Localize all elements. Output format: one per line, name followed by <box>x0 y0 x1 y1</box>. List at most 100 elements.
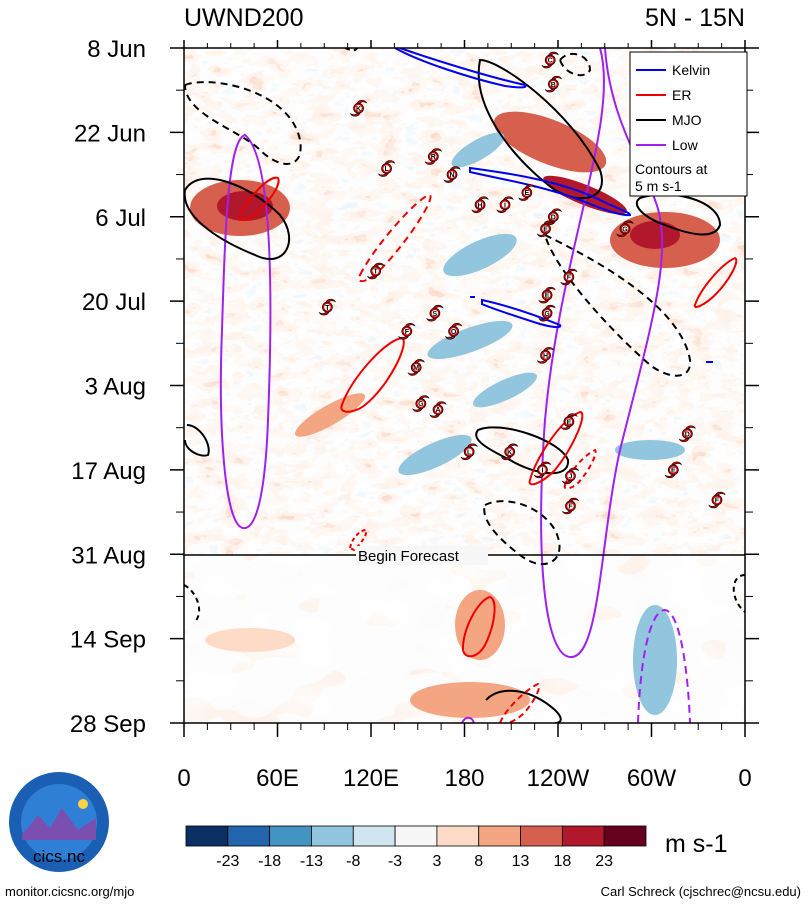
storm-marker: C <box>541 51 559 69</box>
colorbar-cell <box>352 825 396 847</box>
storm-marker: G <box>412 395 430 413</box>
storm-marker: K <box>349 99 368 117</box>
storm-letter: L <box>384 166 389 173</box>
storm-marker: O <box>445 322 463 340</box>
x-tick-label: 0 <box>738 765 751 792</box>
storm-marker: D <box>678 425 696 443</box>
colorbar-cell <box>227 825 271 847</box>
storm-letter: R <box>431 154 436 161</box>
anomaly-patch <box>398 434 472 476</box>
storm-letter: B <box>551 82 556 89</box>
chart-title-left: UWND200 <box>184 4 303 32</box>
anomaly-patch <box>493 111 607 173</box>
anomaly-patch <box>451 132 505 168</box>
mjo-contour-negative <box>732 574 745 613</box>
storm-letter: F <box>405 329 410 336</box>
storm-marker: L <box>460 443 478 461</box>
legend-box <box>629 51 748 197</box>
er-contour-forecast-negative <box>499 682 541 723</box>
storm-letter: M <box>413 365 419 372</box>
anomaly-patch <box>633 605 677 715</box>
forecast-label: Begin Forecast <box>358 548 460 565</box>
anomaly-patch <box>443 233 517 277</box>
mjo-contour-negative <box>544 234 692 377</box>
axis-layer: 0 60E 120E 180 120W 60W 0 8 Jun 22 Jun 6 Jul 20 Ju… <box>70 36 759 792</box>
storm-marker: H <box>471 196 489 214</box>
colorbar: -23 -18 -13 -8 -3 3 8 13 18 23 <box>185 825 647 870</box>
storm-letter: K <box>356 106 361 113</box>
colorbar-cell <box>478 825 521 847</box>
colorbar-tick-label: -8 <box>346 853 360 870</box>
storm-letter: E <box>524 190 529 197</box>
website-link[interactable]: monitor.cicsnc.org/mjo <box>5 884 135 899</box>
er-contour-forecast <box>461 595 496 658</box>
storm-letter: O <box>451 329 457 336</box>
legend-items: Kelvin ER MJO Low <box>636 62 710 153</box>
colorbar-cell <box>436 825 480 847</box>
y-tick-label: 8 Jun <box>87 36 146 63</box>
legend-label: MJO <box>672 112 702 128</box>
storm-marker: T <box>367 262 385 280</box>
storm-marker: H <box>536 346 555 364</box>
storm-marker: B <box>544 75 562 93</box>
colorbar-cell <box>520 825 563 847</box>
storm-marker: S <box>426 304 444 322</box>
er-contour <box>528 410 584 486</box>
storm-marker: N <box>443 166 461 184</box>
kelvin-contour <box>394 48 527 89</box>
low-contour-forecast <box>637 608 691 723</box>
storm-marker: F <box>561 497 580 515</box>
storm-marker: L <box>378 160 396 177</box>
mjo-contour-negative <box>483 500 561 566</box>
colorbar-tick-label: -23 <box>216 853 239 870</box>
mjo-contour-forecast <box>485 689 562 723</box>
storm-marker: F <box>708 491 726 509</box>
anomaly-patch <box>472 372 538 408</box>
storm-marker: E <box>518 184 536 202</box>
storm-letter: K <box>507 449 512 456</box>
y-tick-label: 14 Sep <box>70 627 146 654</box>
anomaly-patch <box>455 590 505 660</box>
storm-letter: D <box>685 431 690 438</box>
legend-label: Kelvin <box>672 62 710 78</box>
logo-text: cics.nc <box>33 847 85 866</box>
colorbar-cell <box>311 825 354 847</box>
storm-marker: I <box>533 461 551 479</box>
storm-letter: G <box>418 401 424 408</box>
storm-letter: F <box>567 275 572 282</box>
storm-letter: T <box>374 269 379 276</box>
mjo-contour <box>477 58 603 200</box>
mjo-contour <box>635 193 722 236</box>
storm-letter: E <box>567 419 572 426</box>
storm-letter: H <box>543 353 548 360</box>
er-contour-negative <box>357 193 432 283</box>
colorbar-tick-label: 23 <box>595 853 613 870</box>
low-contour-forecast <box>461 716 475 723</box>
anomaly-patch <box>205 628 295 652</box>
er-contour <box>238 176 280 222</box>
storm-marker: D <box>544 208 562 226</box>
x-tick-label: 120E <box>343 765 399 792</box>
anomaly-patch <box>630 221 680 249</box>
y-tick-label: 28 Sep <box>70 711 146 738</box>
anomaly-patch <box>410 682 530 718</box>
er-contour <box>693 256 738 308</box>
storm-letter: G <box>544 311 550 318</box>
anomaly-patch <box>615 440 685 460</box>
er-contour <box>340 336 405 413</box>
x-tick-label: 60W <box>627 765 677 792</box>
storm-letter: G <box>622 226 628 233</box>
colorbar-cell <box>185 825 229 847</box>
y-tick-label: 6 Jul <box>95 205 146 232</box>
y-tick-label: 17 Aug <box>71 458 146 485</box>
storm-letter: E <box>543 226 548 233</box>
y-tick-label: 20 Jul <box>82 289 146 316</box>
storm-letter: F <box>715 498 720 505</box>
mjo-contour-negative <box>184 81 302 165</box>
colorbar-cell <box>561 825 605 847</box>
legend: Kelvin ER MJO Low Contours at 5 m s-1 <box>629 51 748 197</box>
author-credit: Carl Schreck (cjschrec@ncsu.edu) <box>600 884 801 899</box>
storm-letter: T <box>325 305 330 312</box>
legend-note-line1: Contours at <box>635 161 707 177</box>
